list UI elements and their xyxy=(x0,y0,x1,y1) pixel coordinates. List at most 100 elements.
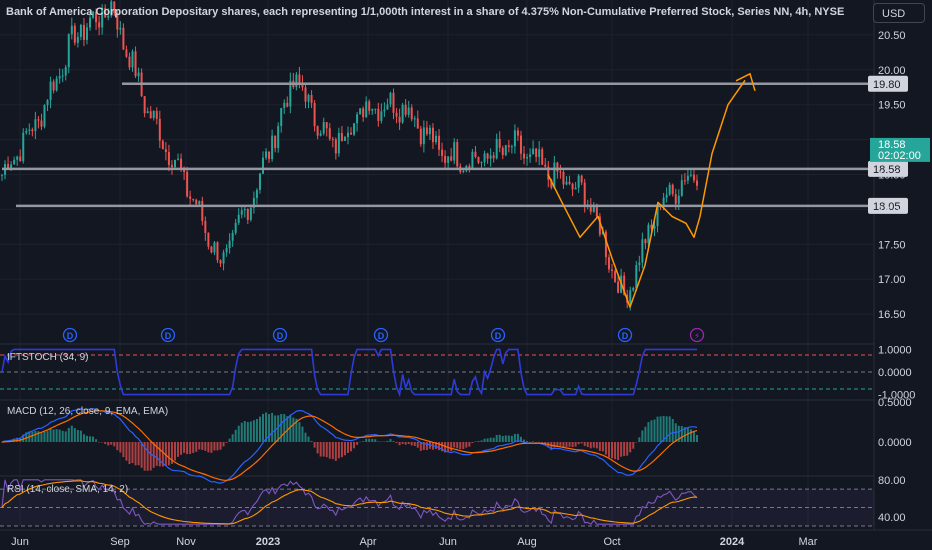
macd-histogram-bar xyxy=(49,428,52,442)
candle-body xyxy=(222,252,225,264)
time-tick-label: 2023 xyxy=(256,536,280,548)
candle-body xyxy=(474,151,477,158)
macd-histogram-bar xyxy=(55,429,58,442)
candle-body xyxy=(43,104,46,127)
candle-body xyxy=(137,72,140,77)
dividend-marker xyxy=(160,327,176,343)
macd-histogram-bar xyxy=(574,442,577,447)
macd-histogram-bar xyxy=(535,442,538,443)
macd-histogram-bar xyxy=(410,442,413,446)
candle-body xyxy=(395,112,398,117)
price-axis[interactable]: 20.50 20.00 19.50 18.50 18.00 17.50 17.00 16.50… xyxy=(870,30,930,524)
candle-body xyxy=(331,138,334,140)
candle-body xyxy=(389,92,392,105)
candle-body xyxy=(441,149,444,156)
macd-histogram-bar xyxy=(307,436,310,442)
rsi-pane[interactable] xyxy=(0,479,874,527)
candle-body xyxy=(662,197,665,208)
level-price-label: 18.58 xyxy=(873,164,901,176)
candle-body xyxy=(113,1,116,14)
candle-body xyxy=(471,151,474,169)
candle-body xyxy=(574,187,577,190)
event-markers[interactable]: D D D D D D ⚡ xyxy=(62,327,705,343)
macd-histogram-bar xyxy=(598,442,601,451)
macd-histogram-bar xyxy=(331,442,334,460)
candle-body xyxy=(438,135,441,150)
countdown-label: 02:02:00 xyxy=(878,150,921,162)
currency-button[interactable]: USD xyxy=(873,3,925,23)
candle-body xyxy=(580,175,583,183)
candle-body xyxy=(310,94,313,103)
macd-histogram-bar xyxy=(559,442,562,446)
candle-body xyxy=(541,149,544,165)
macd-histogram-bar xyxy=(37,431,40,442)
macd-histogram-bar xyxy=(177,442,180,457)
macd-histogram-bar xyxy=(43,431,46,442)
macd-histogram-bar xyxy=(268,414,271,442)
candle-body xyxy=(507,145,510,147)
macd-histogram-bar xyxy=(31,431,34,442)
candle-body xyxy=(92,11,95,18)
macd-histogram-bar xyxy=(134,442,137,466)
candle-body xyxy=(383,109,386,112)
candle-body xyxy=(368,101,371,111)
candle-body xyxy=(58,76,61,79)
candle-body xyxy=(504,145,507,156)
macd-histogram-bar xyxy=(186,442,189,455)
macd-histogram-bar xyxy=(137,442,140,466)
candle-body xyxy=(304,87,307,102)
macd-histogram-bar xyxy=(623,442,626,457)
candle-body xyxy=(407,107,410,115)
price-pane[interactable] xyxy=(1,0,698,311)
macd-histogram-bar xyxy=(471,442,474,444)
macd-histogram-bar xyxy=(213,442,216,451)
orange-projection-drawing[interactable] xyxy=(547,72,756,308)
candle-body xyxy=(265,151,268,158)
candle-body xyxy=(359,108,362,115)
rsi-ma-line xyxy=(1,480,698,525)
candle-body xyxy=(85,27,88,40)
level-price-label: 18.05 xyxy=(873,201,901,213)
macd-histogram-bar xyxy=(389,439,392,442)
macd-histogram-bar xyxy=(641,430,644,442)
macd-histogram-bar xyxy=(477,440,480,442)
candle-body xyxy=(110,1,113,16)
macd-histogram-bar xyxy=(79,430,82,442)
candle-body xyxy=(289,80,292,107)
candle-body xyxy=(10,164,13,170)
candle-body xyxy=(665,194,668,198)
macd-histogram-bar xyxy=(228,438,231,442)
macd-histogram-bar xyxy=(46,431,49,442)
candle-body xyxy=(434,135,437,143)
macd-histogram-bar xyxy=(210,442,213,453)
candle-body xyxy=(237,214,240,223)
candle-body xyxy=(480,162,483,164)
macd-histogram-bar xyxy=(246,422,249,442)
macd-histogram-bar xyxy=(195,442,198,452)
candle-body xyxy=(343,137,346,141)
horizontal-levels[interactable]: 19.80 18.58 18.05 xyxy=(2,75,908,214)
macd-histogram-bar xyxy=(73,428,76,442)
macd-histogram-bar xyxy=(677,425,680,442)
macd-histogram-bar xyxy=(650,420,653,442)
macd-histogram-bar xyxy=(110,442,113,445)
candle-body xyxy=(216,242,219,261)
macd-histogram-bar xyxy=(571,442,574,448)
macd-histogram-bar xyxy=(89,436,92,442)
macd-histogram-bar xyxy=(125,442,128,461)
macd-histogram-bar xyxy=(371,438,374,442)
candle-body xyxy=(307,94,310,102)
candle-body xyxy=(246,209,249,220)
macd-pane[interactable] xyxy=(1,407,698,484)
candle-body xyxy=(79,24,82,37)
candle-body xyxy=(595,204,598,217)
time-axis[interactable]: Jun Sep Nov 2023 Apr Jun Aug Oct 2024 Mar xyxy=(11,536,818,548)
macd-histogram-bar xyxy=(155,442,158,466)
candle-body xyxy=(413,118,416,120)
candle-body xyxy=(377,108,380,121)
candle-body xyxy=(255,189,258,199)
iftstoch-pane[interactable] xyxy=(0,348,874,398)
candle-body xyxy=(538,149,541,157)
candle-body xyxy=(19,156,22,162)
